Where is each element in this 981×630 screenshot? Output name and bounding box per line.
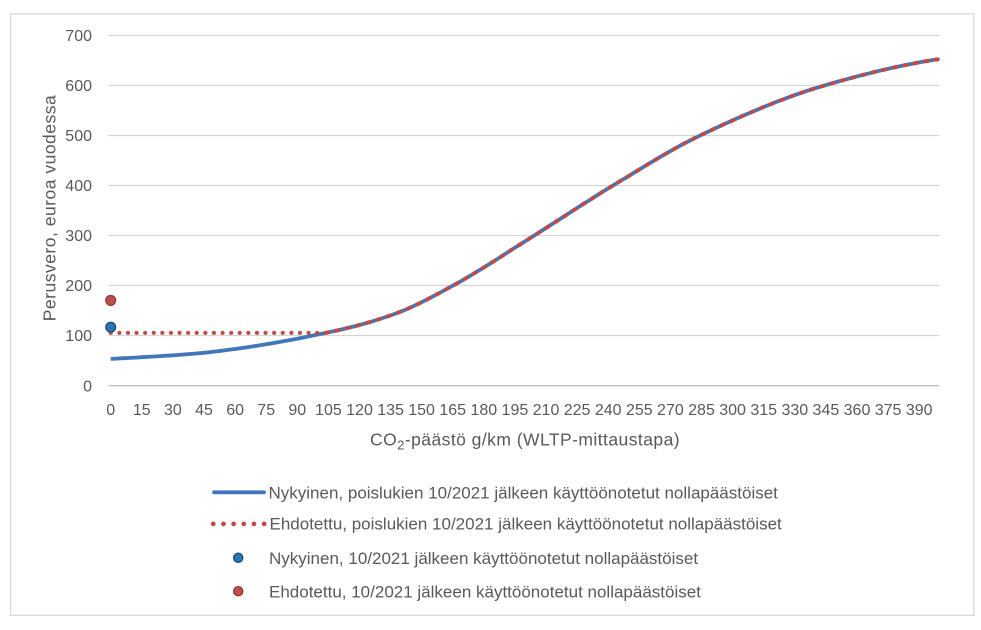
svg-text:210: 210 [533, 402, 560, 419]
svg-text:500: 500 [65, 128, 92, 145]
svg-text:165: 165 [439, 402, 466, 419]
svg-text:390: 390 [906, 402, 933, 419]
svg-text:120: 120 [346, 402, 373, 419]
svg-text:200: 200 [65, 278, 92, 295]
svg-text:Ehdotettu, poislukien 10/2021: Ehdotettu, poislukien 10/2021 jälkeen kä… [270, 515, 783, 534]
svg-text:Perusvero, euroa vuodessa: Perusvero, euroa vuodessa [40, 95, 60, 322]
svg-text:45: 45 [195, 402, 213, 419]
svg-text:105: 105 [315, 402, 342, 419]
svg-text:CO2-päästö g/km (WLTP-mittaust: CO2-päästö g/km (WLTP-mittaustapa) [370, 430, 680, 453]
svg-text:375: 375 [875, 402, 902, 419]
svg-text:75: 75 [257, 402, 275, 419]
svg-text:600: 600 [65, 78, 92, 95]
svg-text:Nykyinen, poislukien 10/2021 j: Nykyinen, poislukien 10/2021 jälkeen käy… [269, 483, 779, 502]
svg-text:240: 240 [595, 402, 622, 419]
svg-text:100: 100 [65, 328, 92, 345]
svg-text:270: 270 [657, 402, 684, 419]
svg-text:Ehdotettu, 10/2021 jälkeen käy: Ehdotettu, 10/2021 jälkeen käyttöönotetu… [269, 582, 701, 601]
svg-text:345: 345 [813, 402, 840, 419]
svg-text:315: 315 [750, 402, 777, 419]
svg-text:285: 285 [688, 402, 715, 419]
svg-text:255: 255 [626, 402, 653, 419]
svg-text:15: 15 [133, 402, 151, 419]
svg-text:0: 0 [83, 378, 92, 395]
svg-text:330: 330 [781, 402, 808, 419]
svg-text:360: 360 [844, 402, 871, 419]
svg-text:300: 300 [65, 228, 92, 245]
svg-text:Nykyinen, 10/2021 jälkeen käyt: Nykyinen, 10/2021 jälkeen käyttöönotetut… [269, 549, 698, 568]
svg-text:180: 180 [470, 402, 497, 419]
svg-text:150: 150 [408, 402, 435, 419]
svg-text:195: 195 [502, 402, 529, 419]
svg-text:300: 300 [719, 402, 746, 419]
svg-text:0: 0 [106, 402, 115, 419]
svg-text:135: 135 [377, 402, 404, 419]
svg-text:400: 400 [65, 178, 92, 195]
svg-text:60: 60 [226, 402, 244, 419]
svg-text:30: 30 [164, 402, 182, 419]
svg-text:700: 700 [65, 28, 92, 45]
svg-text:90: 90 [288, 402, 306, 419]
svg-text:225: 225 [564, 402, 591, 419]
